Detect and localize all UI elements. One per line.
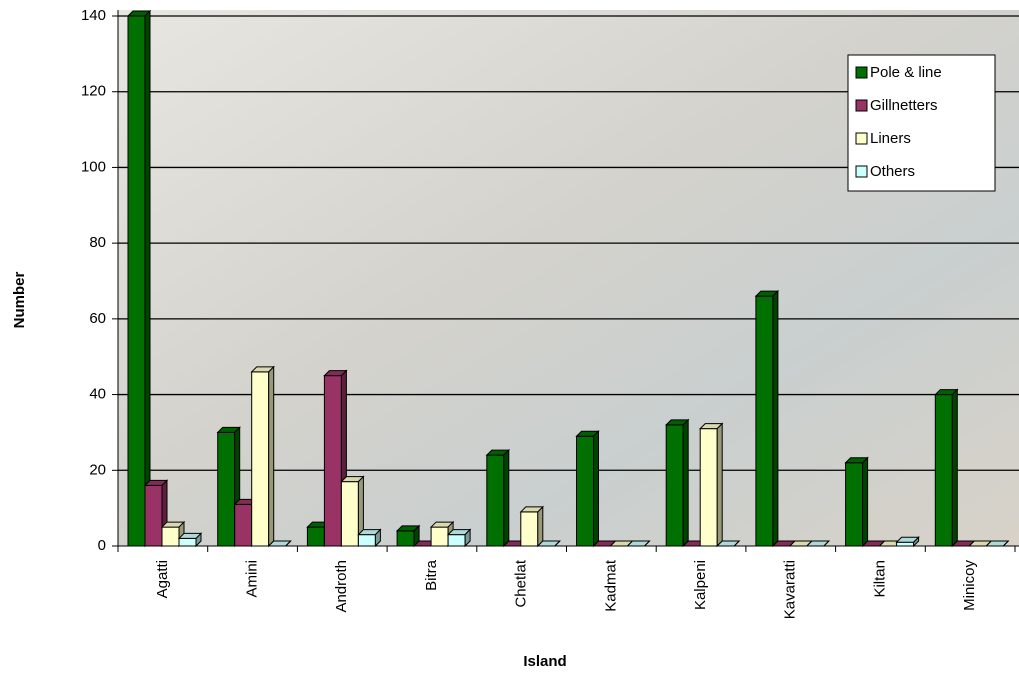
bar	[395, 524, 421, 548]
bar-side	[464, 528, 471, 548]
bar-front	[520, 511, 539, 547]
bar-front	[665, 424, 684, 547]
bar-side	[733, 540, 740, 547]
x-tick-label: Kalpeni	[692, 560, 709, 610]
bar-front	[340, 481, 359, 547]
x-tick-label: Minicoy	[961, 560, 978, 611]
legend-swatch	[855, 66, 868, 79]
bar-side	[503, 448, 510, 548]
legend-label: Liners	[870, 130, 911, 147]
bar	[323, 369, 348, 548]
bar	[895, 536, 920, 548]
bar-front	[699, 428, 718, 547]
x-tick-label: Kavaratti	[782, 560, 799, 619]
bar-side	[644, 540, 650, 547]
bar-front	[306, 526, 325, 547]
bar-side	[1002, 540, 1009, 547]
bar	[934, 388, 959, 548]
bar-front	[357, 534, 376, 547]
bar	[126, 9, 152, 548]
bar-side	[268, 365, 275, 548]
y-tick-label: 120	[81, 83, 106, 100]
bar-front	[447, 534, 466, 547]
bar	[250, 365, 275, 548]
bar-front	[144, 484, 163, 547]
legend-swatch	[855, 165, 868, 178]
bar-front	[234, 503, 253, 547]
bar-front	[896, 541, 915, 547]
bar-front	[576, 435, 594, 547]
legend-label: Pole & line	[870, 64, 942, 81]
bar	[536, 540, 562, 547]
x-tick-label: Bitra	[423, 559, 440, 591]
bar	[357, 528, 382, 548]
bar-front	[127, 15, 146, 547]
y-tick-label: 40	[89, 386, 106, 403]
bar-side	[593, 430, 599, 548]
y-tick-label: 60	[89, 310, 106, 327]
bar	[626, 540, 651, 547]
y-tick-label: 80	[89, 234, 106, 251]
bar-front	[178, 537, 197, 547]
bar	[805, 540, 831, 547]
bar	[698, 422, 724, 548]
bar-front	[251, 371, 270, 547]
y-tick-label: 0	[98, 537, 106, 554]
bar-side	[913, 536, 920, 548]
legend-label: Others	[870, 163, 915, 180]
bar-side	[772, 289, 779, 548]
bar	[985, 540, 1010, 547]
bar	[575, 430, 600, 548]
bar-front	[430, 526, 449, 547]
bar-front	[934, 394, 953, 547]
bar-side	[862, 456, 869, 548]
bar	[340, 475, 365, 548]
bar-side	[823, 540, 830, 547]
bar-front	[217, 431, 236, 547]
x-tick-label: Kadmat	[602, 559, 619, 612]
bar-side	[951, 388, 958, 548]
x-tick-label: Chetlat	[513, 559, 530, 607]
legend-swatch	[855, 132, 868, 145]
y-tick-label: 100	[81, 158, 106, 175]
bar-side	[682, 418, 689, 548]
bar	[519, 505, 545, 548]
bar-side	[554, 540, 561, 547]
x-tick-label: Androth	[333, 560, 350, 613]
x-tick-label: Agatti	[154, 560, 171, 598]
bar	[664, 418, 690, 548]
y-tick-label: 140	[81, 7, 106, 24]
bar	[754, 289, 780, 548]
bar	[844, 456, 869, 548]
bar	[267, 540, 292, 547]
legend-label: Gillnetters	[870, 97, 938, 114]
x-axis-title: Island	[523, 653, 566, 670]
bar-side	[144, 9, 151, 548]
bar	[446, 528, 472, 548]
bar-side	[537, 505, 544, 548]
legend-swatch	[855, 99, 868, 112]
bar-side	[374, 528, 381, 548]
y-axis-title: Number	[11, 272, 28, 329]
legend-box	[847, 54, 996, 192]
bar	[715, 540, 741, 547]
bar	[177, 532, 203, 548]
bar-side	[285, 540, 292, 547]
bar	[485, 448, 511, 548]
x-tick-label: Amini	[244, 560, 261, 598]
bar-side	[716, 422, 723, 548]
bar-side	[195, 532, 202, 548]
bar-front	[161, 526, 180, 547]
bar-front	[323, 375, 342, 547]
bar-front	[486, 454, 505, 547]
y-tick-label: 20	[89, 461, 106, 478]
x-tick-label: Kiltan	[871, 560, 888, 598]
bar-front	[396, 530, 415, 547]
bar-front	[755, 295, 774, 547]
bar-front	[845, 462, 864, 547]
bar	[216, 426, 241, 548]
